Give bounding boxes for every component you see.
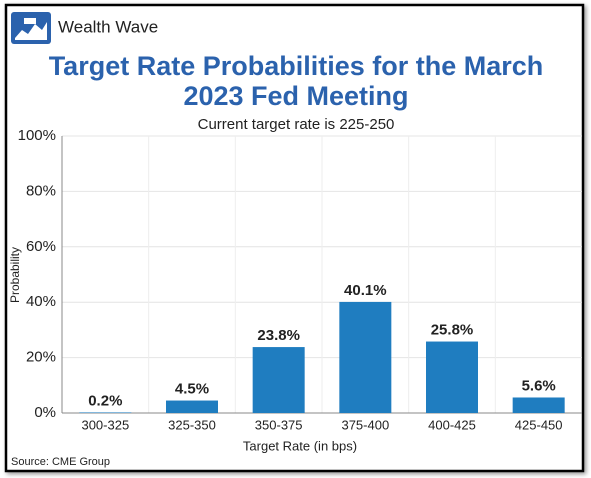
- x-tick-label: 350-375: [255, 417, 303, 432]
- y-tick-label: 40%: [26, 293, 56, 310]
- brand: Wealth Wave: [58, 17, 158, 36]
- data-label: 5.6%: [522, 377, 556, 394]
- bar: [512, 397, 565, 413]
- x-axis-label: Target Rate (in bps): [243, 438, 357, 453]
- y-tick-label: 20%: [26, 349, 56, 366]
- data-label: 4.5%: [175, 381, 209, 398]
- chart-subtitle: Current target rate is 225-250: [198, 116, 395, 133]
- bar: [339, 301, 392, 413]
- source: Source: CME Group: [11, 456, 110, 468]
- y-tick-label: 80%: [26, 182, 56, 199]
- data-label: 25.8%: [431, 322, 474, 339]
- data-label: 0.2%: [88, 392, 122, 409]
- y-tick-label: 60%: [26, 238, 56, 255]
- x-tick-label: 325-350: [168, 417, 216, 432]
- bar: [252, 347, 305, 413]
- y-tick-label: 0%: [34, 404, 56, 421]
- data-label: 40.1%: [344, 282, 387, 299]
- bar: [79, 412, 132, 413]
- x-tick-label: 375-400: [341, 417, 389, 432]
- y-axis-label: Probability: [8, 247, 22, 303]
- data-label: 23.8%: [257, 327, 300, 344]
- chart-title: 2023 Fed Meeting: [183, 81, 408, 111]
- bar: [426, 341, 478, 413]
- bar: [166, 400, 218, 413]
- logo: [11, 12, 51, 44]
- y-tick-label: 100%: [18, 127, 56, 144]
- chart-title: Target Rate Probabilities for the March: [49, 51, 544, 81]
- x-tick-label: 425-450: [515, 417, 563, 432]
- x-tick-label: 400-425: [428, 417, 476, 432]
- x-tick-label: 300-325: [81, 417, 129, 432]
